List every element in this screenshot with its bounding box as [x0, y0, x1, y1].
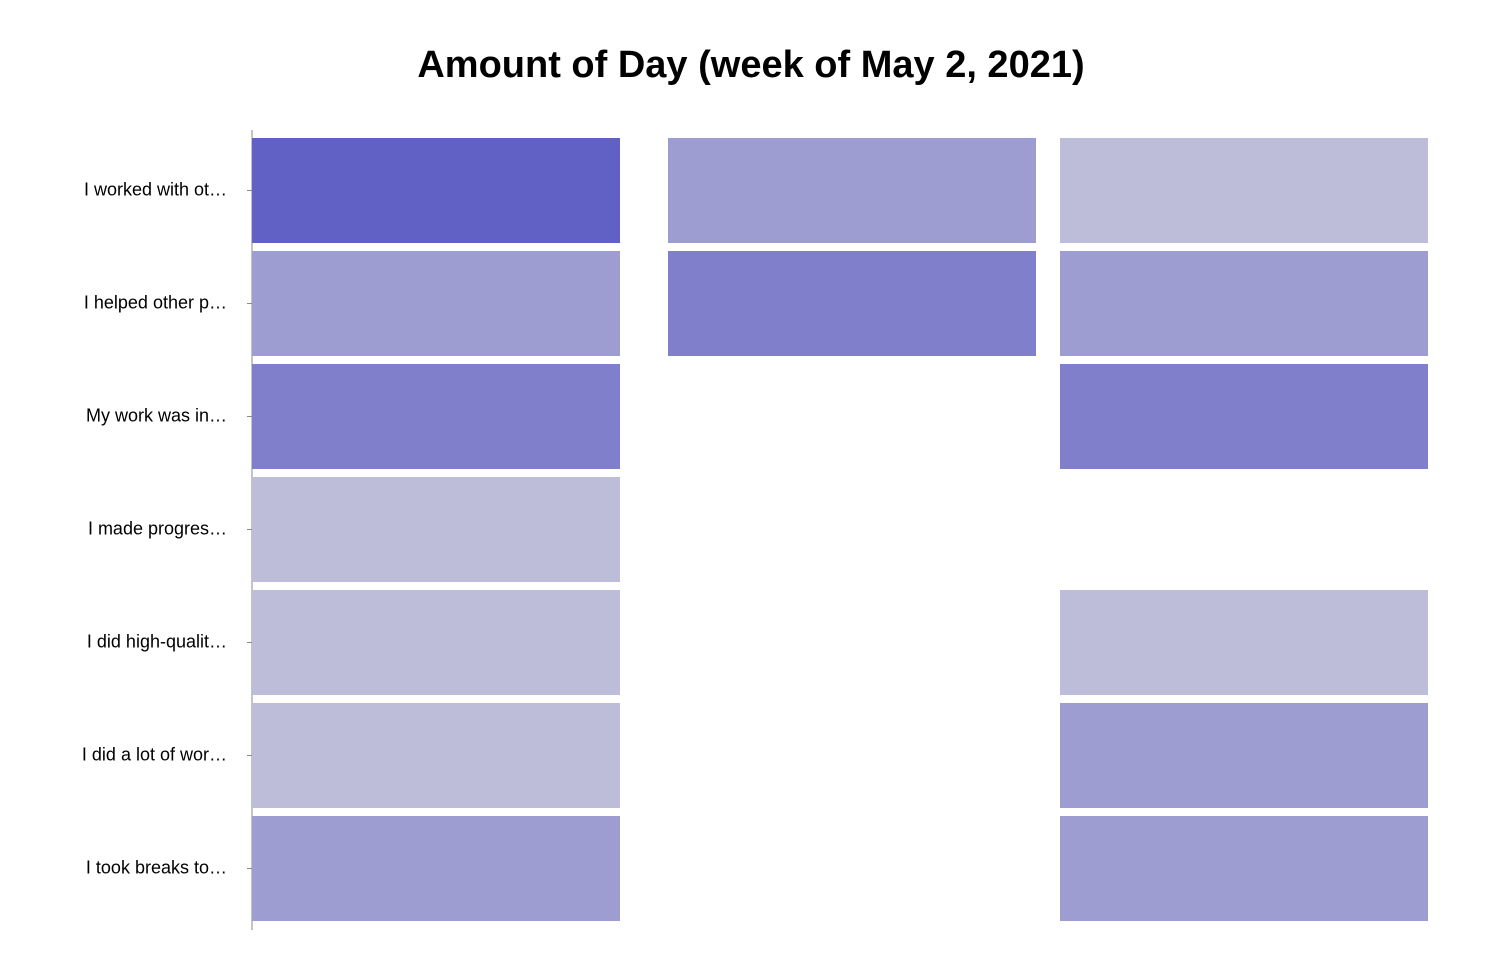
heatmap-cell [252, 138, 620, 243]
heatmap-cell [252, 590, 620, 695]
heatmap-cell [252, 816, 620, 921]
heatmap-cell [1060, 138, 1428, 243]
heatmap-cell [252, 251, 620, 356]
heatmap-cell [1060, 364, 1428, 469]
heatmap-cell [1060, 816, 1428, 921]
y-tick-label: I worked with ot… [84, 179, 227, 199]
heatmap-cell [1060, 590, 1428, 695]
y-tick-label: My work was in… [86, 405, 227, 425]
y-tick-label: I helped other p… [84, 292, 227, 312]
heatmap-cell [252, 364, 620, 469]
chart-title: Amount of Day (week of May 2, 2021) [417, 44, 1085, 86]
y-tick-label: I did high-qualit… [87, 631, 227, 651]
y-tick-label: I took breaks to… [86, 857, 227, 877]
heatmap-cell [1060, 251, 1428, 356]
heatmap-cell [668, 138, 1036, 243]
heatmap-cell [668, 251, 1036, 356]
heatmap-cell [252, 477, 620, 582]
y-tick-label: I made progres… [88, 518, 227, 538]
heatmap-cell [252, 703, 620, 808]
y-tick-label: I did a lot of wor… [82, 744, 227, 764]
heatmap-cell [1060, 703, 1428, 808]
